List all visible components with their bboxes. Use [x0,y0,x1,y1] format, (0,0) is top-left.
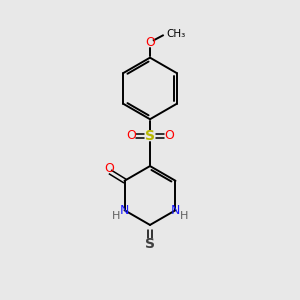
Text: H: H [112,211,120,221]
Text: O: O [145,36,155,50]
Text: O: O [126,129,136,142]
Text: O: O [164,129,174,142]
Text: H: H [180,211,188,221]
Text: N: N [120,204,129,217]
Text: O: O [104,162,114,175]
Text: CH₃: CH₃ [167,28,186,39]
Text: S: S [145,129,155,143]
Text: N: N [171,204,180,217]
Text: S: S [145,237,155,251]
